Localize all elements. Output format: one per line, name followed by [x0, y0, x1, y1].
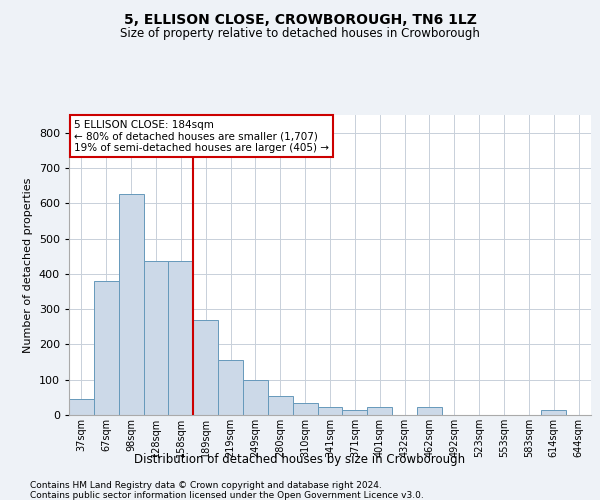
Bar — [343, 410, 367, 415]
Bar — [417, 407, 442, 415]
Bar — [293, 402, 317, 415]
Bar — [218, 360, 243, 415]
Bar — [69, 399, 94, 415]
Bar — [541, 410, 566, 415]
Bar — [119, 194, 143, 415]
Text: Size of property relative to detached houses in Crowborough: Size of property relative to detached ho… — [120, 28, 480, 40]
Bar — [193, 320, 218, 415]
Text: 5, ELLISON CLOSE, CROWBOROUGH, TN6 1LZ: 5, ELLISON CLOSE, CROWBOROUGH, TN6 1LZ — [124, 12, 476, 26]
Bar — [169, 262, 193, 415]
Text: Contains public sector information licensed under the Open Government Licence v3: Contains public sector information licen… — [30, 491, 424, 500]
Text: 5 ELLISON CLOSE: 184sqm
← 80% of detached houses are smaller (1,707)
19% of semi: 5 ELLISON CLOSE: 184sqm ← 80% of detache… — [74, 120, 329, 152]
Y-axis label: Number of detached properties: Number of detached properties — [23, 178, 33, 352]
Bar — [317, 407, 343, 415]
Text: Distribution of detached houses by size in Crowborough: Distribution of detached houses by size … — [134, 452, 466, 466]
Text: Contains HM Land Registry data © Crown copyright and database right 2024.: Contains HM Land Registry data © Crown c… — [30, 481, 382, 490]
Bar — [367, 407, 392, 415]
Bar — [243, 380, 268, 415]
Bar — [143, 262, 169, 415]
Bar — [94, 281, 119, 415]
Bar — [268, 396, 293, 415]
